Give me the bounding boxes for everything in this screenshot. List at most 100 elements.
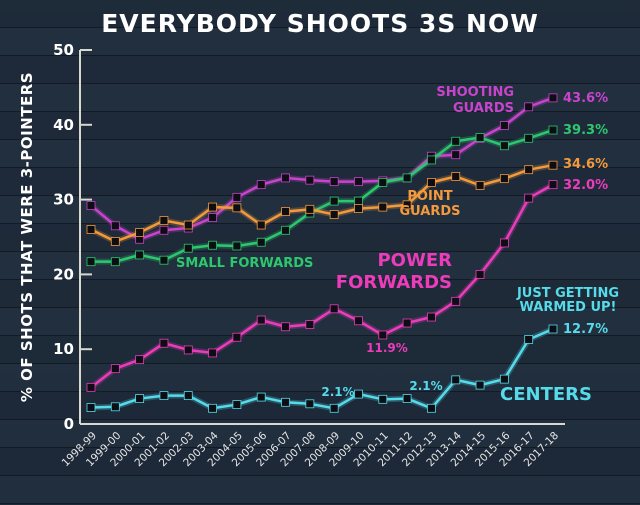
data-point bbox=[329, 210, 339, 219]
label-point-guards-1: POINT bbox=[407, 189, 452, 204]
data-point bbox=[451, 150, 461, 160]
y-tick-label: 20 bbox=[53, 265, 74, 283]
y-tick-label: 30 bbox=[53, 191, 74, 209]
data-point bbox=[524, 193, 534, 203]
data-point bbox=[281, 173, 290, 183]
data-point bbox=[135, 355, 145, 365]
data-point bbox=[354, 316, 363, 326]
data-point bbox=[548, 93, 558, 103]
data-point bbox=[475, 180, 485, 190]
data-point bbox=[524, 102, 534, 112]
wood-plank bbox=[0, 140, 640, 167]
wood-plank bbox=[0, 28, 640, 55]
wood-plank bbox=[0, 336, 640, 363]
data-point bbox=[354, 389, 363, 399]
data-point bbox=[548, 125, 558, 135]
series-point-guards bbox=[86, 160, 558, 246]
data-point bbox=[427, 155, 436, 165]
data-point bbox=[110, 221, 120, 231]
data-point bbox=[281, 397, 290, 407]
chart-title: EVERYBODY SHOOTS 3S NOW bbox=[101, 9, 539, 38]
data-point bbox=[451, 296, 461, 306]
data-point bbox=[402, 318, 412, 328]
data-point bbox=[256, 392, 266, 402]
label-shooting-guards-2: GUARDS bbox=[453, 101, 514, 116]
label-shooting-guards-1: SHOOTING bbox=[436, 85, 514, 100]
label-small-forwards: SMALL FORWARDS bbox=[176, 256, 313, 271]
y-tick-label: 10 bbox=[53, 340, 74, 358]
data-point bbox=[86, 225, 96, 234]
y-axis-label: % OF SHOTS THAT WERE 3-POINTERS bbox=[18, 72, 36, 402]
data-point bbox=[354, 177, 363, 187]
data-point bbox=[524, 165, 534, 175]
wood-plank bbox=[0, 112, 640, 139]
data-point bbox=[232, 192, 242, 202]
data-point bbox=[451, 136, 461, 146]
annotation-line-2: WARMED UP! bbox=[520, 300, 617, 315]
y-tick-label: 40 bbox=[53, 116, 74, 134]
data-point bbox=[208, 348, 217, 358]
data-point bbox=[256, 220, 266, 230]
data-point bbox=[378, 394, 388, 404]
label-point-guards-2: GUARDS bbox=[399, 204, 460, 219]
data-label-c-end: 12.7% bbox=[563, 322, 608, 337]
data-point bbox=[305, 175, 315, 185]
wood-plank bbox=[0, 448, 640, 475]
data-point bbox=[159, 338, 169, 348]
data-point bbox=[499, 374, 509, 384]
data-point bbox=[378, 202, 388, 212]
data-point bbox=[305, 204, 315, 214]
data-point bbox=[232, 400, 242, 409]
data-point bbox=[159, 225, 169, 235]
wood-plank bbox=[0, 252, 640, 279]
data-label-pf-min: 11.9% bbox=[366, 341, 408, 355]
data-point bbox=[402, 200, 412, 210]
data-point bbox=[524, 133, 534, 143]
label-power-forwards-2: FORWARDS bbox=[336, 272, 452, 293]
data-point bbox=[208, 213, 217, 222]
data-point bbox=[427, 312, 436, 322]
data-point bbox=[135, 228, 145, 237]
data-point bbox=[159, 255, 169, 265]
data-point bbox=[548, 324, 558, 334]
data-point bbox=[110, 237, 120, 246]
data-point bbox=[86, 257, 96, 267]
data-point bbox=[135, 394, 145, 403]
data-point bbox=[329, 177, 339, 187]
data-point bbox=[86, 382, 96, 392]
wood-plank bbox=[0, 56, 640, 83]
data-point bbox=[256, 315, 266, 325]
data-point bbox=[548, 160, 558, 170]
data-point bbox=[548, 180, 558, 190]
data-point bbox=[256, 180, 266, 190]
data-point bbox=[183, 243, 193, 253]
data-point bbox=[208, 240, 217, 250]
data-point bbox=[427, 403, 436, 413]
data-point bbox=[354, 204, 363, 213]
data-label-pf-end: 32.0% bbox=[563, 178, 608, 193]
wood-plank bbox=[0, 476, 640, 503]
data-point bbox=[281, 322, 290, 332]
wood-plank bbox=[0, 280, 640, 307]
data-point bbox=[499, 238, 509, 248]
data-point bbox=[475, 133, 485, 142]
data-point bbox=[183, 220, 193, 230]
data-point bbox=[354, 196, 363, 206]
data-point bbox=[451, 375, 461, 385]
data-point bbox=[110, 257, 120, 267]
data-point bbox=[402, 394, 412, 403]
data-point bbox=[281, 207, 290, 216]
data-point bbox=[159, 216, 169, 225]
wood-plank bbox=[0, 364, 640, 391]
data-point bbox=[135, 250, 145, 260]
data-point bbox=[475, 269, 485, 279]
data-point bbox=[499, 121, 509, 130]
data-point bbox=[378, 177, 388, 187]
data-point bbox=[110, 402, 120, 412]
data-point bbox=[232, 332, 242, 342]
data-point bbox=[402, 173, 412, 183]
wood-plank bbox=[0, 0, 640, 27]
data-point bbox=[159, 391, 169, 400]
series-small-forwards bbox=[86, 125, 558, 267]
